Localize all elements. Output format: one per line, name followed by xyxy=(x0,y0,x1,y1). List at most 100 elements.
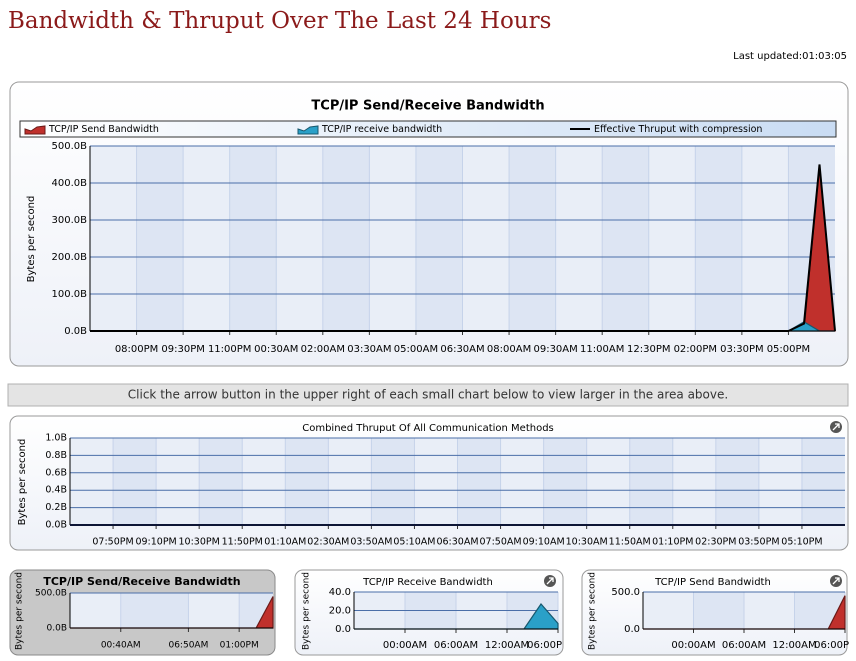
y-tick-label: 40.0 xyxy=(329,587,351,598)
y-tick-label: 100.0B xyxy=(52,289,88,300)
x-tick-label: 05:10AM xyxy=(393,537,435,548)
x-tick-label: 01:00PM xyxy=(220,641,259,651)
x-tick-label: 11:00AM xyxy=(580,344,624,355)
x-tick-label: 00:00AM xyxy=(671,640,715,651)
y-tick-label: 1.0B xyxy=(45,433,67,444)
y-axis-label: Bytes per second xyxy=(17,439,28,526)
plot-band xyxy=(509,146,556,331)
x-tick-label: 09:30AM xyxy=(533,344,577,355)
y-tick-label: 500.0B xyxy=(52,141,88,152)
plot-band xyxy=(120,593,189,628)
x-tick-label: 10:30PM xyxy=(179,537,220,548)
x-tick-label: 01:10AM xyxy=(264,537,306,548)
y-axis-label: Bytes per second xyxy=(302,572,312,650)
last-updated: Last updated:01:03:05 xyxy=(733,51,847,62)
y-tick-label: 200.0B xyxy=(52,252,88,263)
x-tick-label: 05:10PM xyxy=(781,537,822,548)
plot-band xyxy=(229,146,277,331)
chart-title: TCP/IP Send Bandwidth xyxy=(654,577,771,588)
x-tick-label: 06:00AM xyxy=(434,640,478,651)
x-tick-label: 09:10AM xyxy=(523,537,565,548)
y-axis-label: Bytes per second xyxy=(588,572,598,650)
x-tick-label: 08:00AM xyxy=(487,344,531,355)
expand-button[interactable] xyxy=(544,575,556,587)
plot-band xyxy=(543,438,587,525)
chart-title: TCP/IP Receive Bandwidth xyxy=(362,577,493,588)
plot-band xyxy=(695,146,742,331)
x-tick-label: 01:10PM xyxy=(652,537,693,548)
plot-band xyxy=(371,438,415,525)
y-tick-label: 0.0B xyxy=(45,520,67,531)
x-tick-label: 03:50PM xyxy=(738,537,779,548)
x-tick-label: 00:30AM xyxy=(254,344,298,355)
x-tick-label: 00:40AM xyxy=(101,641,141,651)
expand-button[interactable] xyxy=(830,421,842,433)
plot-band xyxy=(602,146,649,331)
instruction-bar xyxy=(7,383,849,407)
x-tick-label: 06:50AM xyxy=(168,641,208,651)
y-tick-label: 500.0 xyxy=(611,587,640,598)
x-tick-label: 03:30PM xyxy=(720,344,763,355)
expand-button[interactable] xyxy=(830,575,842,587)
y-tick-label: 20.0 xyxy=(329,606,351,617)
x-tick-label: 12:00AM xyxy=(772,640,816,651)
instruction: Click the arrow button in the upper righ… xyxy=(128,388,728,402)
x-tick-label: 05:00PM xyxy=(767,344,810,355)
y-tick-label: 0.6B xyxy=(45,467,67,478)
plot-band xyxy=(136,146,184,331)
y-axis-label: Bytes per second xyxy=(15,572,25,650)
plot-band xyxy=(415,146,463,331)
x-tick-label: 02:30PM xyxy=(695,537,736,548)
y-tick-label: 0.0B xyxy=(64,326,87,337)
x-tick-label: 03:50AM xyxy=(350,537,392,548)
legend-label: Effective Thruput with compression xyxy=(594,124,762,135)
y-tick-label: 0.2B xyxy=(45,502,67,513)
legend-swatch xyxy=(24,125,46,135)
x-tick-label: 11:00PM xyxy=(208,344,251,355)
y-tick-label: 300.0B xyxy=(52,215,88,226)
legend-label: TCP/IP receive bandwidth xyxy=(321,124,442,135)
plot-band xyxy=(113,438,157,525)
x-tick-label: 00:00AM xyxy=(383,640,427,651)
plot-band xyxy=(457,438,501,525)
legend-label: TCP/IP Send Bandwidth xyxy=(48,124,159,135)
x-tick-label: 09:30PM xyxy=(161,344,204,355)
chart-title: TCP/IP Send/Receive Bandwidth xyxy=(311,99,544,114)
page-title: Bandwidth & Thruput Over The Last 24 Hou… xyxy=(8,8,551,34)
plot-band xyxy=(801,438,845,525)
y-tick-label: 0.4B xyxy=(45,485,67,496)
x-tick-label: 07:50AM xyxy=(480,537,522,548)
x-tick-label: 05:00AM xyxy=(394,344,438,355)
x-tick-label: 10:30AM xyxy=(566,537,608,548)
chart-title: Combined Thruput Of All Communication Me… xyxy=(302,423,554,434)
plot-band xyxy=(285,438,329,525)
x-tick-label: 12:00AM xyxy=(485,640,529,651)
plot-band xyxy=(715,438,759,525)
x-tick-label: 12:30PM xyxy=(627,344,670,355)
x-tick-label: 07:50PM xyxy=(92,537,133,548)
legend-swatch xyxy=(297,125,319,135)
y-tick-label: 0.0 xyxy=(335,624,351,635)
x-tick-label: 02:30AM xyxy=(307,537,349,548)
x-tick-label: 02:00AM xyxy=(301,344,345,355)
x-tick-label: 06:30AM xyxy=(440,344,484,355)
y-tick-label: 0.0B xyxy=(47,624,68,634)
x-tick-label: 02:00PM xyxy=(674,344,717,355)
x-tick-label: 03:30AM xyxy=(347,344,391,355)
y-tick-label: 500.0B xyxy=(35,589,67,599)
x-tick-label: 09:10PM xyxy=(135,537,176,548)
plot-band xyxy=(629,438,673,525)
y-tick-label: 0.8B xyxy=(45,450,67,461)
y-axis-label: Bytes per second xyxy=(26,196,37,283)
y-tick-label: 400.0B xyxy=(52,178,88,189)
x-tick-label: 11:50PM xyxy=(222,537,263,548)
x-tick-label: 06:00AM xyxy=(722,640,766,651)
plot-band xyxy=(693,592,744,629)
chart-title: TCP/IP Send/Receive Bandwidth xyxy=(43,575,240,588)
y-tick-label: 0.0 xyxy=(624,624,640,635)
plot-band xyxy=(322,146,370,331)
x-tick-label: 06:30AM xyxy=(436,537,478,548)
plot-band xyxy=(199,438,243,525)
x-tick-label: 06:00P xyxy=(814,640,849,651)
